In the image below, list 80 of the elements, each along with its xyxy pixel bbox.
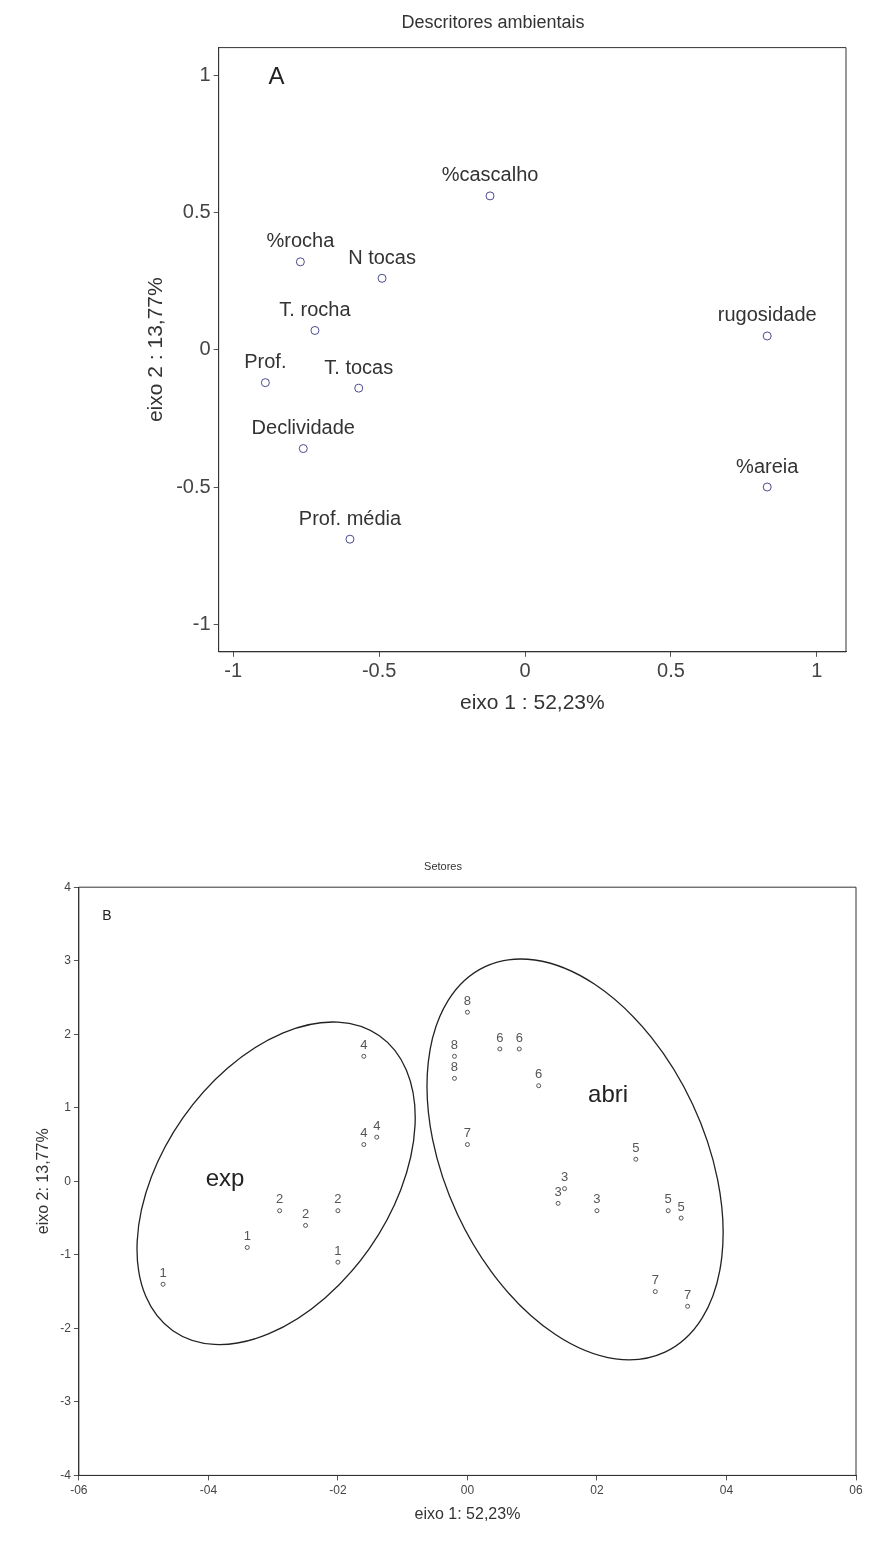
text: 1 xyxy=(243,1228,251,1244)
text: 5 xyxy=(664,1191,672,1207)
y-tick-label: 1 xyxy=(199,62,211,85)
point xyxy=(485,191,495,201)
text: 3 xyxy=(593,1191,601,1207)
y-tick-label: -4 xyxy=(60,1467,72,1482)
y-tick-label: 0 xyxy=(64,1173,72,1188)
y-tick-label: 0.5 xyxy=(182,199,211,222)
point xyxy=(260,378,270,388)
point xyxy=(310,325,320,335)
x-tick-label: 06 xyxy=(849,1482,863,1497)
text: 4 xyxy=(360,1125,368,1141)
x-axis-title: eixo 1 : 52,23% xyxy=(459,690,605,714)
text: 7 xyxy=(463,1125,472,1141)
x-tick-label: -02 xyxy=(329,1482,347,1497)
x-tick-label: -1 xyxy=(224,659,243,682)
y-tick-label: 2 xyxy=(64,1026,72,1041)
annotation: abri xyxy=(588,1080,629,1108)
chart-title: Descritores ambientais xyxy=(401,11,585,32)
y-tick-label: 4 xyxy=(64,879,72,894)
y-tick-label: -0.5 xyxy=(176,474,211,497)
x-axis-title: eixo 1: 52,23% xyxy=(414,1504,521,1522)
y-tick-label: -3 xyxy=(60,1394,72,1409)
point xyxy=(762,482,772,492)
text: 3 xyxy=(554,1183,562,1199)
y-tick-label: -2 xyxy=(60,1320,72,1335)
text: 7 xyxy=(684,1286,692,1302)
text: 4 xyxy=(360,1036,368,1052)
annotation: exp xyxy=(205,1164,245,1192)
text: 7 xyxy=(651,1272,659,1288)
x-tick-label: 02 xyxy=(590,1482,604,1497)
text: 1 xyxy=(159,1264,167,1280)
y-axis-title: eixo 2 : 13,77% xyxy=(143,277,167,423)
text: 2 xyxy=(334,1191,342,1207)
annotation: A xyxy=(268,62,285,90)
text: 2 xyxy=(276,1191,284,1207)
series-label: rugosidade xyxy=(717,303,817,326)
point xyxy=(345,534,355,544)
series-label: Declividade xyxy=(251,416,355,439)
text: 8 xyxy=(450,1058,459,1074)
series-label: N tocas xyxy=(348,245,416,268)
x-tick-label: 0 xyxy=(519,659,531,682)
text: 2 xyxy=(301,1205,310,1221)
annotation: B xyxy=(102,907,112,924)
series-label: Prof. média xyxy=(298,506,402,529)
chart-title: Setores xyxy=(424,859,463,872)
text: 3 xyxy=(560,1169,569,1185)
y-tick-label: 0 xyxy=(199,337,211,360)
text: 5 xyxy=(677,1198,685,1214)
x-tick-label: 00 xyxy=(460,1482,475,1497)
y-tick-label: -1 xyxy=(192,611,211,634)
point xyxy=(354,383,364,393)
series-label: %rocha xyxy=(266,229,336,252)
x-tick-label: -0.5 xyxy=(361,659,397,682)
y-axis-title: eixo 2: 13,77% xyxy=(34,1128,52,1235)
x-tick-label: 04 xyxy=(719,1482,734,1497)
point xyxy=(377,273,387,283)
x-tick-label: 1 xyxy=(811,659,823,682)
series-label: T. rocha xyxy=(279,297,352,320)
y-tick-label: -1 xyxy=(60,1247,72,1262)
y-tick-label: 3 xyxy=(64,953,72,968)
text: 1 xyxy=(334,1242,342,1258)
series-label: Prof. xyxy=(244,350,287,373)
text: 5 xyxy=(632,1139,640,1155)
series-label: T. tocas xyxy=(324,355,394,378)
x-tick-label: -04 xyxy=(199,1482,218,1497)
point xyxy=(762,331,772,341)
point xyxy=(295,257,305,267)
series-label: %areia xyxy=(736,454,800,477)
text: 8 xyxy=(463,992,472,1008)
y-tick-label: 1 xyxy=(64,1100,72,1115)
series-label: %cascalho xyxy=(441,163,539,186)
x-tick-label: 0.5 xyxy=(657,659,685,682)
text: 6 xyxy=(496,1029,504,1045)
text: 4 xyxy=(373,1117,381,1133)
text: 6 xyxy=(515,1029,523,1045)
x-tick-label: -06 xyxy=(70,1482,88,1497)
point xyxy=(298,444,308,454)
text: 8 xyxy=(450,1036,459,1052)
text: 6 xyxy=(535,1066,543,1082)
